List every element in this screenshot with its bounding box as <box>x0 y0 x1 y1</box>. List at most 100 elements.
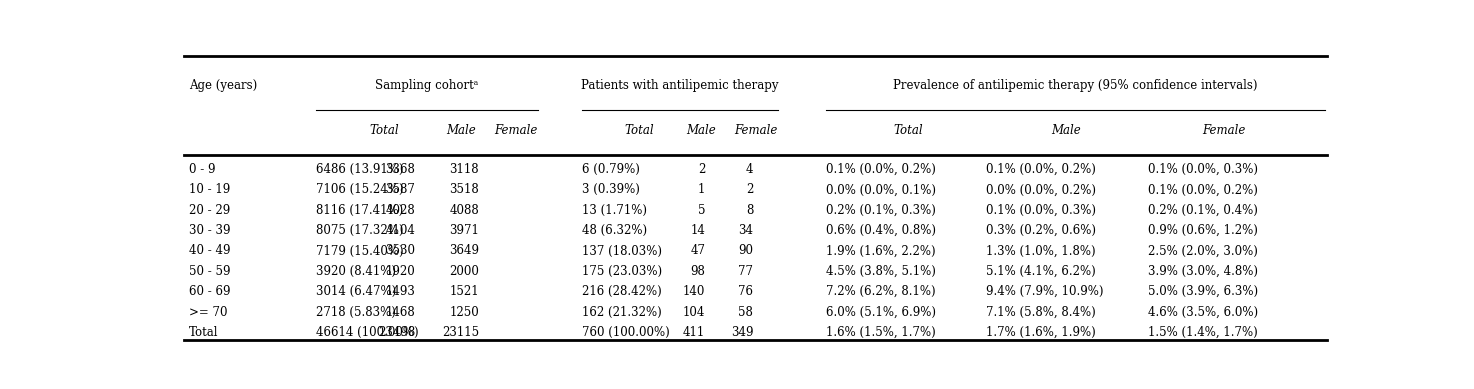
Text: 3368: 3368 <box>385 163 416 176</box>
Text: 58: 58 <box>738 306 753 319</box>
Text: 30 - 39: 30 - 39 <box>189 224 230 237</box>
Text: 6486 (13.91%): 6486 (13.91%) <box>315 163 402 176</box>
Text: Age (years): Age (years) <box>189 79 256 92</box>
Text: 137 (18.03%): 137 (18.03%) <box>582 244 662 258</box>
Text: 3118: 3118 <box>450 163 479 176</box>
Text: 47: 47 <box>690 244 705 258</box>
Text: Female: Female <box>734 124 777 137</box>
Text: 8075 (17.32%): 8075 (17.32%) <box>315 224 402 237</box>
Text: 60 - 69: 60 - 69 <box>189 285 230 298</box>
Text: 13 (1.71%): 13 (1.71%) <box>582 204 647 217</box>
Text: 2: 2 <box>746 183 753 196</box>
Text: 3518: 3518 <box>450 183 479 196</box>
Text: 0.3% (0.2%, 0.6%): 0.3% (0.2%, 0.6%) <box>986 224 1097 237</box>
Text: 4104: 4104 <box>385 224 416 237</box>
Text: Male: Male <box>445 124 476 137</box>
Text: 175 (23.03%): 175 (23.03%) <box>582 265 662 278</box>
Text: 5.0% (3.9%, 6.3%): 5.0% (3.9%, 6.3%) <box>1148 285 1259 298</box>
Text: 0.6% (0.4%, 0.8%): 0.6% (0.4%, 0.8%) <box>827 224 936 237</box>
Text: 7.1% (5.8%, 8.4%): 7.1% (5.8%, 8.4%) <box>986 306 1097 319</box>
Text: Female: Female <box>494 124 537 137</box>
Text: 46614 (100.00%): 46614 (100.00%) <box>315 326 419 339</box>
Text: 216 (28.42%): 216 (28.42%) <box>582 285 662 298</box>
Text: 1.6% (1.5%, 1.7%): 1.6% (1.5%, 1.7%) <box>827 326 936 339</box>
Text: 162 (21.32%): 162 (21.32%) <box>582 306 662 319</box>
Text: 349: 349 <box>731 326 753 339</box>
Text: 411: 411 <box>682 326 705 339</box>
Text: 4.6% (3.5%, 6.0%): 4.6% (3.5%, 6.0%) <box>1148 306 1259 319</box>
Text: Total: Total <box>370 124 399 137</box>
Text: 20 - 29: 20 - 29 <box>189 204 230 217</box>
Text: 1920: 1920 <box>385 265 416 278</box>
Text: 2000: 2000 <box>450 265 479 278</box>
Text: 6 (0.79%): 6 (0.79%) <box>582 163 640 176</box>
Text: 1.7% (1.6%, 1.9%): 1.7% (1.6%, 1.9%) <box>986 326 1097 339</box>
Text: Prevalence of antilipemic therapy (95% confidence intervals): Prevalence of antilipemic therapy (95% c… <box>893 79 1257 92</box>
Text: 5: 5 <box>697 204 705 217</box>
Text: 1250: 1250 <box>450 306 479 319</box>
Text: 0.9% (0.6%, 1.2%): 0.9% (0.6%, 1.2%) <box>1148 224 1259 237</box>
Text: 1.5% (1.4%, 1.7%): 1.5% (1.4%, 1.7%) <box>1148 326 1259 339</box>
Text: 3014 (6.47%): 3014 (6.47%) <box>315 285 397 298</box>
Text: 77: 77 <box>738 265 753 278</box>
Text: 6.0% (5.1%, 6.9%): 6.0% (5.1%, 6.9%) <box>827 306 936 319</box>
Text: 7.2% (6.2%, 8.1%): 7.2% (6.2%, 8.1%) <box>827 285 936 298</box>
Text: 3530: 3530 <box>385 244 416 258</box>
Text: 0.1% (0.0%, 0.2%): 0.1% (0.0%, 0.2%) <box>827 163 936 176</box>
Text: 0.1% (0.0%, 0.3%): 0.1% (0.0%, 0.3%) <box>1148 163 1259 176</box>
Text: 3 (0.39%): 3 (0.39%) <box>582 183 640 196</box>
Text: 760 (100.00%): 760 (100.00%) <box>582 326 669 339</box>
Text: 2: 2 <box>697 163 705 176</box>
Text: 4028: 4028 <box>385 204 416 217</box>
Text: 0.0% (0.0%, 0.1%): 0.0% (0.0%, 0.1%) <box>827 183 936 196</box>
Text: 98: 98 <box>690 265 705 278</box>
Text: 2.5% (2.0%, 3.0%): 2.5% (2.0%, 3.0%) <box>1148 244 1259 258</box>
Text: 0.2% (0.1%, 0.4%): 0.2% (0.1%, 0.4%) <box>1148 204 1259 217</box>
Text: 0.1% (0.0%, 0.2%): 0.1% (0.0%, 0.2%) <box>986 163 1097 176</box>
Text: 0 - 9: 0 - 9 <box>189 163 215 176</box>
Text: 4: 4 <box>746 163 753 176</box>
Text: 4.5% (3.8%, 5.1%): 4.5% (3.8%, 5.1%) <box>827 265 936 278</box>
Text: 8: 8 <box>746 204 753 217</box>
Text: 1468: 1468 <box>385 306 416 319</box>
Text: 50 - 59: 50 - 59 <box>189 265 230 278</box>
Text: 5.1% (4.1%, 6.2%): 5.1% (4.1%, 6.2%) <box>986 265 1097 278</box>
Text: 0.1% (0.0%, 0.3%): 0.1% (0.0%, 0.3%) <box>986 204 1097 217</box>
Text: 140: 140 <box>682 285 705 298</box>
Text: 4088: 4088 <box>450 204 479 217</box>
Text: 3587: 3587 <box>385 183 416 196</box>
Text: 14: 14 <box>690 224 705 237</box>
Text: 90: 90 <box>738 244 753 258</box>
Text: 104: 104 <box>682 306 705 319</box>
Text: 0.0% (0.0%, 0.2%): 0.0% (0.0%, 0.2%) <box>986 183 1097 196</box>
Text: 7179 (15.40%): 7179 (15.40%) <box>315 244 404 258</box>
Text: 1493: 1493 <box>385 285 416 298</box>
Text: >= 70: >= 70 <box>189 306 227 319</box>
Text: 3971: 3971 <box>450 224 479 237</box>
Text: 0.1% (0.0%, 0.2%): 0.1% (0.0%, 0.2%) <box>1148 183 1259 196</box>
Text: Male: Male <box>685 124 715 137</box>
Text: 3.9% (3.0%, 4.8%): 3.9% (3.0%, 4.8%) <box>1148 265 1259 278</box>
Text: Male: Male <box>1051 124 1080 137</box>
Text: Total: Total <box>893 124 923 137</box>
Text: 3649: 3649 <box>450 244 479 258</box>
Text: 8116 (17.41%): 8116 (17.41%) <box>315 204 402 217</box>
Text: Sampling cohortᵃ: Sampling cohortᵃ <box>374 79 478 92</box>
Text: 1521: 1521 <box>450 285 479 298</box>
Text: 76: 76 <box>738 285 753 298</box>
Text: 2718 (5.83%): 2718 (5.83%) <box>315 306 395 319</box>
Text: Female: Female <box>1203 124 1246 137</box>
Text: 3920 (8.41%): 3920 (8.41%) <box>315 265 395 278</box>
Text: 23498: 23498 <box>377 326 416 339</box>
Text: 1: 1 <box>697 183 705 196</box>
Text: 7106 (15.24%): 7106 (15.24%) <box>315 183 402 196</box>
Text: 1.3% (1.0%, 1.8%): 1.3% (1.0%, 1.8%) <box>986 244 1095 258</box>
Text: 23115: 23115 <box>442 326 479 339</box>
Text: 10 - 19: 10 - 19 <box>189 183 230 196</box>
Text: 1.9% (1.6%, 2.2%): 1.9% (1.6%, 2.2%) <box>827 244 936 258</box>
Text: Total: Total <box>189 326 218 339</box>
Text: 9.4% (7.9%, 10.9%): 9.4% (7.9%, 10.9%) <box>986 285 1104 298</box>
Text: 40 - 49: 40 - 49 <box>189 244 230 258</box>
Text: Total: Total <box>624 124 653 137</box>
Text: 0.2% (0.1%, 0.3%): 0.2% (0.1%, 0.3%) <box>827 204 936 217</box>
